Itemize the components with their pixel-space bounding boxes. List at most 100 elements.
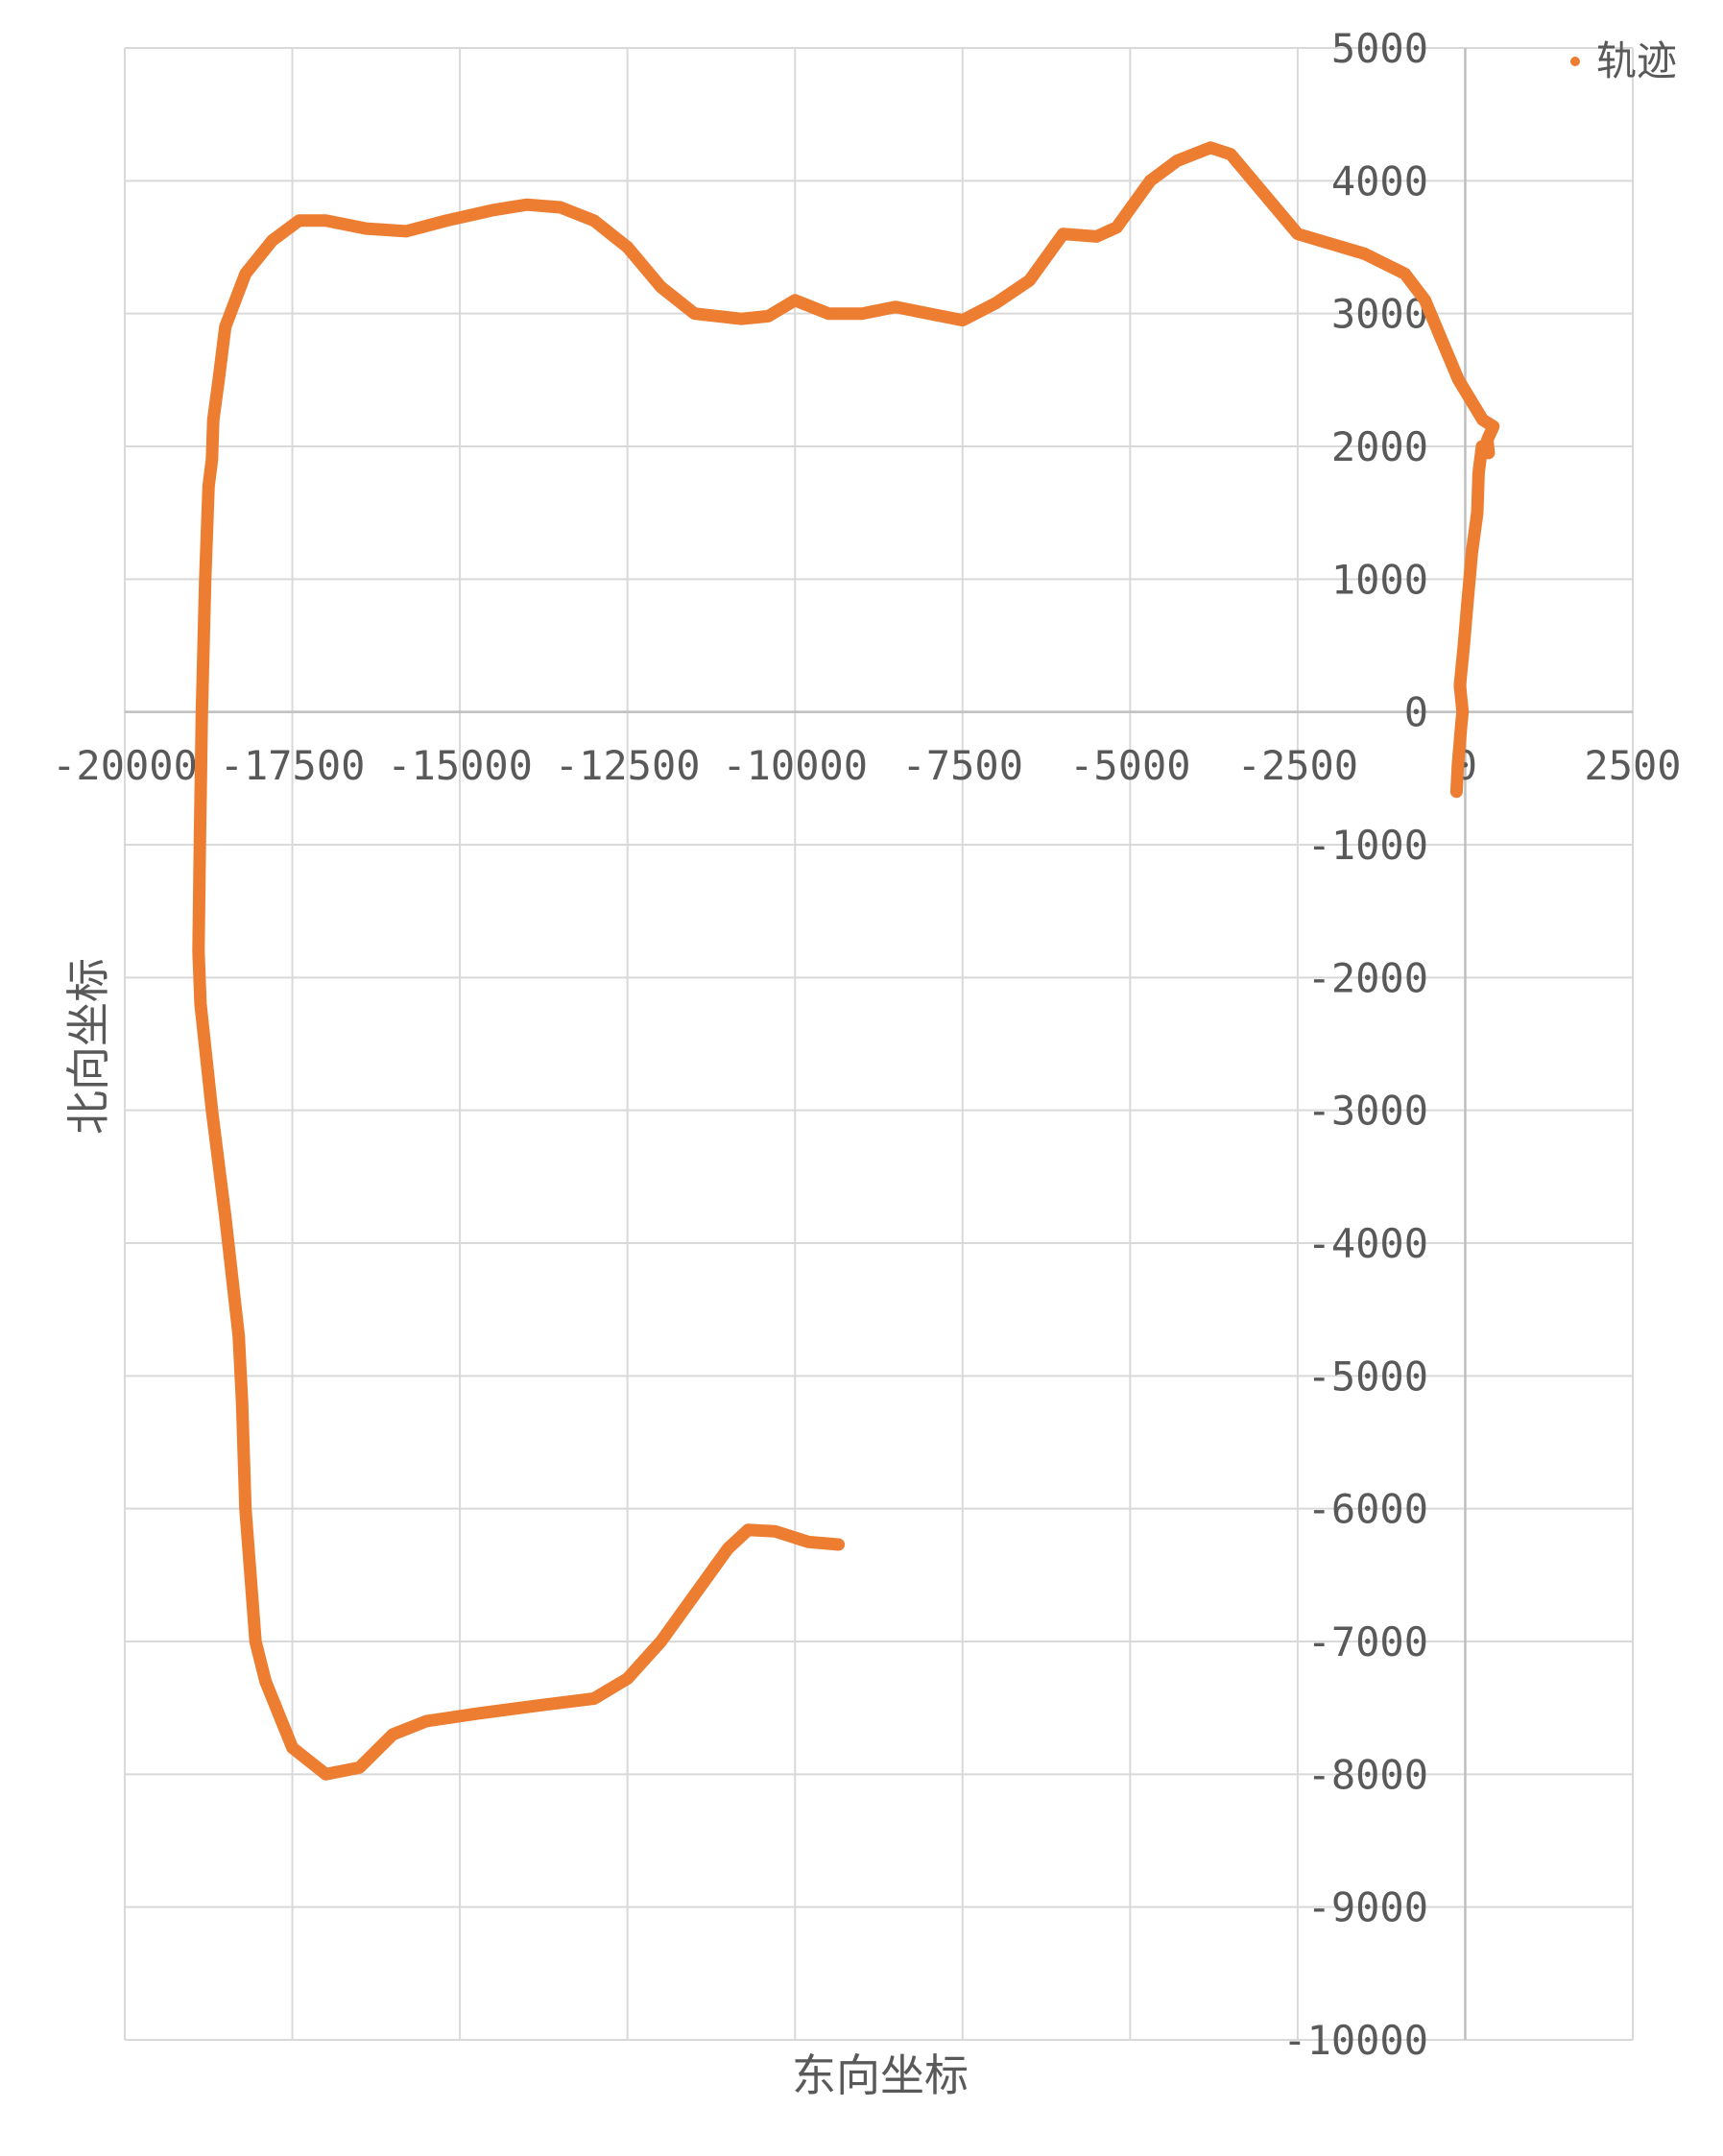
data-point bbox=[722, 1543, 734, 1555]
y-tick-label: -2000 bbox=[1307, 954, 1428, 1001]
data-point bbox=[360, 223, 372, 235]
data-point bbox=[621, 241, 634, 253]
data-point bbox=[856, 307, 869, 320]
data-point bbox=[441, 214, 453, 227]
tick-labels: -20000 -17500 -15000 -12500 -10000 -7500 -5000… bbox=[52, 25, 1681, 2064]
data-point bbox=[207, 414, 220, 426]
series-layer bbox=[192, 141, 1500, 1781]
data-point bbox=[832, 1539, 845, 1551]
y-tick-label: 1000 bbox=[1331, 556, 1428, 603]
data-point bbox=[293, 214, 305, 227]
data-point bbox=[956, 314, 969, 326]
x-tick-label: -15000 bbox=[387, 742, 533, 789]
y-tick-label: -6000 bbox=[1307, 1486, 1428, 1533]
y-tick-label: -8000 bbox=[1307, 1751, 1428, 1798]
data-point bbox=[474, 1707, 487, 1719]
data-point bbox=[1358, 248, 1371, 260]
data-point bbox=[762, 310, 775, 323]
data-point bbox=[219, 321, 231, 333]
data-point bbox=[922, 307, 935, 320]
x-tick-label: -20000 bbox=[52, 742, 198, 789]
y-tick-label: 5000 bbox=[1331, 25, 1428, 72]
data-point bbox=[655, 1636, 667, 1647]
y-tick-label: -10000 bbox=[1282, 2017, 1428, 2064]
y-tick-label: 0 bbox=[1404, 689, 1428, 736]
data-point bbox=[205, 1104, 218, 1116]
data-point bbox=[655, 281, 667, 293]
data-point bbox=[236, 1397, 249, 1408]
data-point bbox=[520, 199, 533, 211]
data-point bbox=[587, 214, 600, 227]
data-point bbox=[769, 1525, 781, 1538]
y-tick-label: -4000 bbox=[1307, 1220, 1428, 1267]
data-point bbox=[823, 307, 835, 320]
data-point bbox=[587, 1692, 600, 1705]
data-point bbox=[802, 1536, 815, 1548]
y-tick-label: 2000 bbox=[1331, 423, 1428, 470]
data-point bbox=[205, 453, 218, 466]
x-tick-label: -5000 bbox=[1069, 742, 1190, 789]
y-tick-label: 3000 bbox=[1331, 291, 1428, 338]
data-point bbox=[196, 706, 208, 718]
data-point bbox=[194, 839, 206, 850]
grid bbox=[124, 47, 1634, 2041]
data-point bbox=[250, 1636, 262, 1647]
data-point bbox=[420, 1715, 433, 1727]
x-axis-title: 东向坐标 bbox=[792, 2049, 969, 2101]
data-point bbox=[232, 1330, 245, 1342]
y-tick-label: -5000 bbox=[1307, 1353, 1428, 1400]
data-point bbox=[1225, 148, 1237, 160]
data-point bbox=[1450, 785, 1463, 798]
data-point bbox=[1481, 434, 1494, 446]
data-point bbox=[320, 1768, 332, 1781]
data-point bbox=[789, 294, 802, 306]
data-point bbox=[1472, 507, 1484, 519]
data-point bbox=[1436, 334, 1448, 347]
data-point bbox=[1205, 141, 1217, 154]
data-point bbox=[554, 202, 566, 213]
data-point bbox=[353, 1761, 366, 1774]
legend-label: 轨迹 bbox=[1596, 37, 1677, 84]
y-tick-label: -3000 bbox=[1307, 1088, 1428, 1135]
data-point bbox=[1399, 268, 1411, 280]
data-point bbox=[1144, 175, 1157, 187]
data-point bbox=[735, 313, 748, 325]
data-point bbox=[1487, 420, 1499, 433]
data-point bbox=[488, 204, 500, 216]
legend: 轨迹 bbox=[1570, 37, 1677, 84]
data-point bbox=[400, 225, 413, 237]
data-point bbox=[219, 1210, 231, 1223]
data-point bbox=[266, 234, 278, 247]
data-point bbox=[990, 297, 1002, 309]
data-point bbox=[239, 268, 251, 280]
data-point bbox=[889, 300, 901, 313]
data-point bbox=[1057, 228, 1069, 240]
data-point bbox=[534, 1699, 546, 1712]
x-tick-label: -17500 bbox=[220, 742, 366, 789]
y-tick-label: -9000 bbox=[1307, 1884, 1428, 1931]
data-point bbox=[1458, 639, 1471, 652]
y-axis-title: 北向坐标 bbox=[62, 958, 114, 1135]
y-tick-label: 4000 bbox=[1331, 157, 1428, 204]
y-tick-label: -1000 bbox=[1307, 822, 1428, 869]
x-tick-label: -12500 bbox=[555, 742, 701, 789]
data-point bbox=[1257, 188, 1270, 201]
data-point bbox=[1451, 759, 1464, 771]
x-tick-label: -7500 bbox=[902, 742, 1023, 789]
data-point bbox=[387, 1728, 399, 1740]
data-point bbox=[203, 480, 215, 492]
data-point bbox=[1455, 719, 1468, 731]
y-tick-label: -7000 bbox=[1307, 1618, 1428, 1665]
data-point bbox=[621, 1672, 634, 1685]
data-point bbox=[1291, 228, 1304, 240]
data-point bbox=[212, 373, 225, 386]
data-point bbox=[1023, 275, 1036, 287]
data-point bbox=[1461, 600, 1473, 611]
data-point bbox=[259, 1675, 272, 1688]
data-point bbox=[199, 573, 211, 586]
data-point bbox=[688, 1589, 701, 1601]
data-point bbox=[320, 214, 332, 227]
axes bbox=[125, 48, 1633, 2040]
data-point bbox=[1472, 467, 1485, 479]
